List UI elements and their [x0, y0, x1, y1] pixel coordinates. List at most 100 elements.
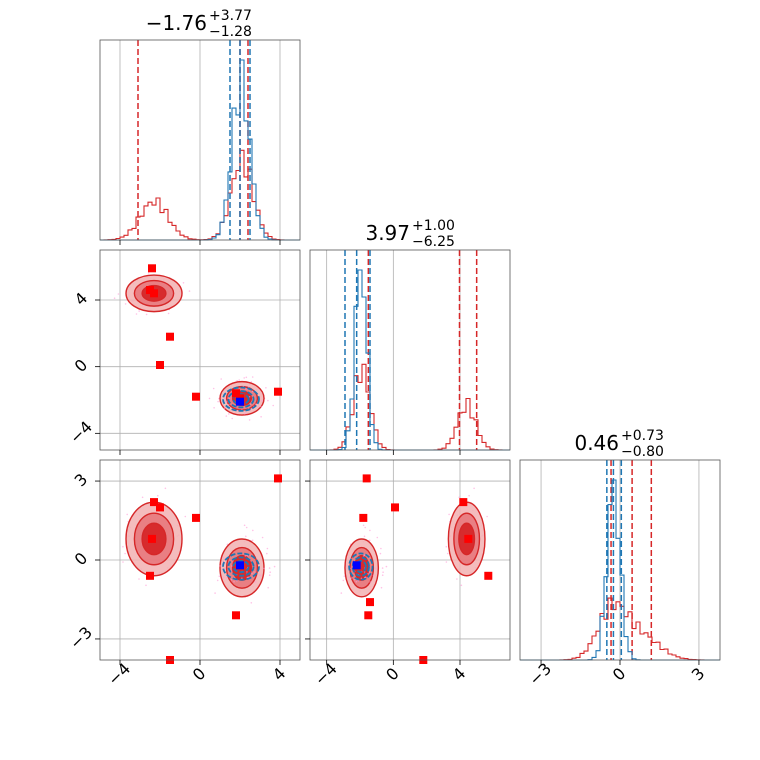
title-minus-1: −6.25 — [412, 234, 455, 250]
red-marker-p0p2-2 — [156, 503, 164, 512]
red-marker-p1p2-5 — [484, 571, 493, 580]
red-marker-p0p1-3 — [166, 332, 174, 341]
sample-point-1-0-s0-m1-22 — [231, 417, 233, 420]
sample-point-2-1-s0-m1-33 — [380, 586, 383, 589]
sample-point-2-1-s1-m0-0 — [362, 555, 365, 557]
sample-point-2-0-s0-m1-27 — [251, 539, 254, 542]
sample-point-2-1-s0-m0-19 — [445, 561, 448, 563]
sample-point-2-1-s0-m0-24 — [445, 545, 448, 548]
sample-point-2-0-s0-m1-10 — [243, 524, 246, 527]
sample-point-2-0-s0-m1-8 — [273, 565, 276, 568]
contour-1-0-s1-m0-1 — [227, 390, 255, 409]
sample-point-2-0-s0-m1-0 — [226, 543, 229, 546]
red-marker-p1p2-0 — [362, 474, 371, 483]
sample-point-2-1-s0-m1-26 — [369, 529, 371, 532]
sample-point-2-1-s0-m1-32 — [376, 536, 379, 539]
sample-point-2-1-s0-m0-1 — [446, 552, 449, 555]
sample-point-2-1-s1-m0-19 — [372, 574, 375, 577]
sample-point-2-0-s0-m0-25 — [157, 494, 159, 497]
sample-point-1-0-s0-m1-8 — [272, 404, 275, 407]
sample-point-2-0-s0-m1-26 — [252, 529, 254, 532]
sample-point-1-0-s0-m1-7 — [220, 378, 222, 380]
sample-point-2-1-s1-m0-25 — [350, 577, 353, 579]
sample-point-2-1-s1-m0-31 — [369, 581, 372, 583]
red-marker-p0p2-6 — [232, 611, 240, 620]
sample-point-2-0-s1-m0-33 — [246, 576, 249, 579]
sample-point-1-0-s0-m1-21 — [238, 379, 240, 381]
sample-point-1-0-s1-m0-33 — [224, 397, 226, 400]
title-value-1: 3.97 — [365, 221, 410, 245]
sample-point-1-0-s0-m1-32 — [260, 416, 262, 418]
data-1-0 — [113, 264, 282, 421]
red-marker-p0p2-1 — [150, 498, 158, 507]
panel-2-0 — [99, 459, 301, 664]
red-marker-p0p2-4 — [146, 571, 154, 580]
sample-point-2-1-s0-m1-29 — [342, 579, 345, 582]
blue-marker-p1p2-0 — [352, 561, 361, 570]
data-2-1 — [340, 474, 493, 664]
sample-point-2-1-s0-m1-21 — [363, 535, 366, 538]
red-marker-p0p1-6 — [232, 389, 240, 398]
sample-point-1-0-s1-m0-18 — [217, 400, 219, 403]
sample-point-1-0-s1-m0-9 — [228, 397, 231, 400]
blue-marker-p0p1-0 — [236, 397, 244, 406]
panel-2-1 — [309, 459, 511, 664]
sample-point-2-0-s1-m0-2 — [231, 565, 233, 567]
contour-2-0-s1-m0-0 — [222, 552, 260, 581]
red-marker-p1p2-7 — [364, 611, 373, 620]
sample-point-1-0-s0-m1-29 — [267, 399, 269, 402]
sample-point-2-0-s1-m0-19 — [259, 574, 262, 577]
sample-point-1-0-s0-m1-30 — [212, 387, 215, 390]
sample-point-2-1-s0-m0-30 — [458, 496, 461, 499]
sample-point-1-0-s1-m0-25 — [261, 399, 263, 402]
sample-point-2-1-s0-m1-22 — [382, 571, 384, 573]
sample-point-1-0-s0-m0-23 — [188, 290, 191, 292]
sample-point-2-0-s0-m1-2 — [268, 574, 271, 576]
sample-point-2-0-s1-m0-18 — [263, 567, 265, 570]
title-minus-2: −0.80 — [621, 444, 664, 460]
red-marker-p1p2-2 — [391, 503, 399, 512]
sample-point-1-0-s0-m0-19 — [117, 293, 120, 295]
red-marker-p1p2-6 — [366, 598, 374, 607]
sample-point-1-0-s1-m0-23 — [260, 405, 262, 408]
contour-2-1-s1-m0-0 — [348, 552, 374, 581]
sample-point-1-0-s0-m1-33 — [251, 376, 254, 378]
contour-1-0-s1-m0-0 — [222, 386, 260, 412]
sample-point-2-0-s1-m0-5 — [233, 580, 235, 583]
sample-point-2-1-s0-m1-6 — [380, 547, 382, 550]
sample-point-2-1-s0-m1-30 — [364, 526, 367, 529]
title-param-0: −1.76 +3.77 −1.28 — [146, 8, 252, 40]
sample-point-1-0-s0-m1-6 — [248, 419, 251, 421]
title-plus-2: +0.73 — [621, 428, 664, 444]
title-minus-0: −1.28 — [209, 24, 252, 40]
sample-point-2-1-s1-m0-22 — [360, 577, 363, 580]
sample-point-2-0-s1-m0-25 — [225, 577, 228, 579]
sample-point-2-1-s0-m0-31 — [473, 487, 475, 490]
sample-point-2-0-s0-m1-7 — [214, 592, 216, 594]
sample-point-2-1-s1-m0-18 — [375, 567, 377, 570]
blue-marker-p0p2-0 — [236, 561, 244, 570]
sample-point-2-0-s1-m0-24 — [230, 578, 233, 581]
sample-point-1-0-s1-m0-3 — [248, 395, 251, 398]
sample-point-2-1-s0-m1-10 — [362, 524, 365, 527]
title-plus-1: +1.00 — [412, 218, 455, 234]
contour-2-1-s1-m0-1 — [351, 556, 370, 577]
title-value-0: −1.76 — [146, 11, 207, 35]
sample-point-1-0-s1-m0-8 — [236, 409, 239, 412]
sample-point-2-0-s1-m0-23 — [222, 576, 225, 579]
axes-frame-1-1 — [309, 249, 511, 451]
sample-point-1-0-s0-m1-13 — [265, 387, 267, 389]
panel-2-2 — [519, 459, 721, 661]
grid-0-0 — [119, 40, 281, 240]
sample-point-2-0-s0-m1-32 — [261, 536, 264, 539]
sample-point-1-0-s1-m0-30 — [223, 407, 226, 410]
red-marker-p1p2-1 — [359, 513, 368, 522]
data-2-0 — [122, 474, 282, 664]
contour-2-0-s1-m0-2 — [232, 560, 250, 574]
sample-point-2-1-s0-m1-17 — [379, 552, 382, 555]
panel-1-0 — [99, 249, 301, 451]
title-value-2: 0.46 — [574, 431, 619, 455]
sample-point-2-1-s0-m1-8 — [385, 565, 388, 568]
sample-point-2-0-s1-m0-26 — [219, 565, 221, 567]
sample-point-2-0-s0-m1-22 — [269, 571, 272, 573]
